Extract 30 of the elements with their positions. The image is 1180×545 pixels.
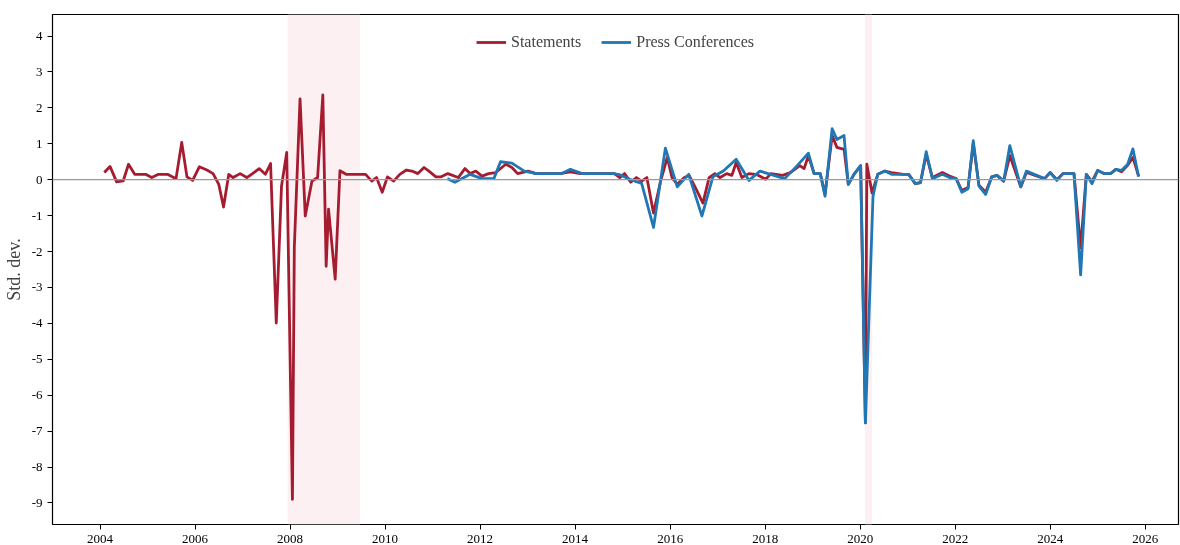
x-tick-label: 2014 [562,530,589,545]
y-tick-label: 1 [36,135,43,151]
x-tick-label: 2024 [1037,530,1064,545]
x-tick-label: 2008 [277,530,304,545]
x-tick-label: 2012 [467,530,494,545]
x-tick-label: 2016 [657,530,684,545]
line-series [445,127,1140,425]
y-tick-label: -3 [31,279,43,295]
x-tick-label: 2010 [372,530,399,545]
y-tick-label: -9 [31,494,43,510]
y-axis-title: Std. dev. [3,238,24,301]
y-tick-label: -6 [31,387,43,403]
legend-label: Statements [511,33,582,51]
y-tick-label: -2 [31,243,43,259]
x-tick-label: 2006 [182,530,209,545]
x-tick-label: 2022 [942,530,969,545]
x-tick-label: 2004 [87,530,114,545]
y-tick-label: -7 [31,423,43,439]
x-tick-label: 2018 [752,530,779,545]
x-tick-label: 2026 [1132,530,1159,545]
y-tick-label: 3 [36,63,43,79]
y-tick-label: -4 [31,315,43,331]
x-tick-label: 2020 [847,530,874,545]
y-tick-label: -1 [31,207,43,223]
legend-label: Press Conferences [636,33,754,51]
y-tick-label: 4 [36,28,43,44]
y-tick-label: -5 [31,351,43,367]
y-tick-label: 0 [36,171,43,187]
y-tick-label: 2 [36,99,43,115]
y-tick-label: -8 [31,459,43,475]
